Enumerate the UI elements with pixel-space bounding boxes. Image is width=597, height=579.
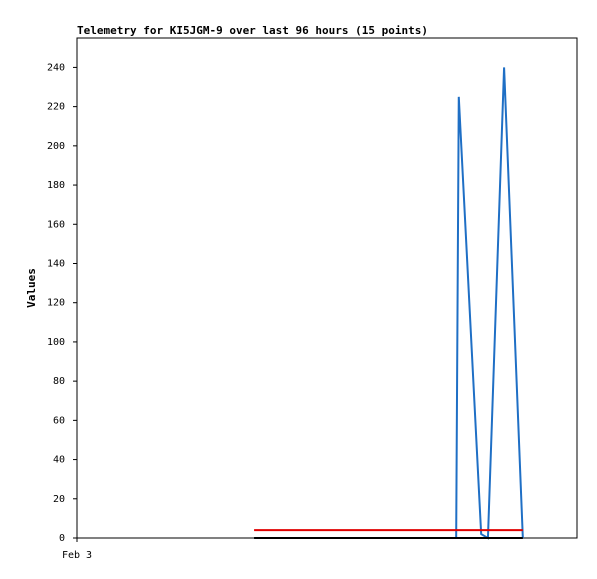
y-tick-label: 240 bbox=[47, 62, 65, 73]
y-tick-label: 180 bbox=[47, 180, 65, 191]
y-tick-label: 140 bbox=[47, 258, 65, 269]
y-tick-label: 20 bbox=[53, 494, 65, 505]
y-tick-label: 220 bbox=[47, 102, 65, 113]
data-line bbox=[254, 67, 524, 540]
y-tick-label: 200 bbox=[47, 141, 65, 152]
y-tick-label: 80 bbox=[53, 376, 65, 387]
chart-title: Telemetry for KI5JGM-9 over last 96 hour… bbox=[77, 24, 428, 37]
y-tick-label: 120 bbox=[47, 298, 65, 309]
x-tick-label: Feb 3 bbox=[62, 550, 92, 561]
y-tick-label: 40 bbox=[53, 455, 65, 466]
y-tick-label: 60 bbox=[53, 415, 65, 426]
y-axis-label: Values bbox=[25, 268, 38, 308]
y-tick-label: 160 bbox=[47, 219, 65, 230]
y-tick-label: 0 bbox=[59, 533, 65, 544]
y-tick-label: 100 bbox=[47, 337, 65, 348]
